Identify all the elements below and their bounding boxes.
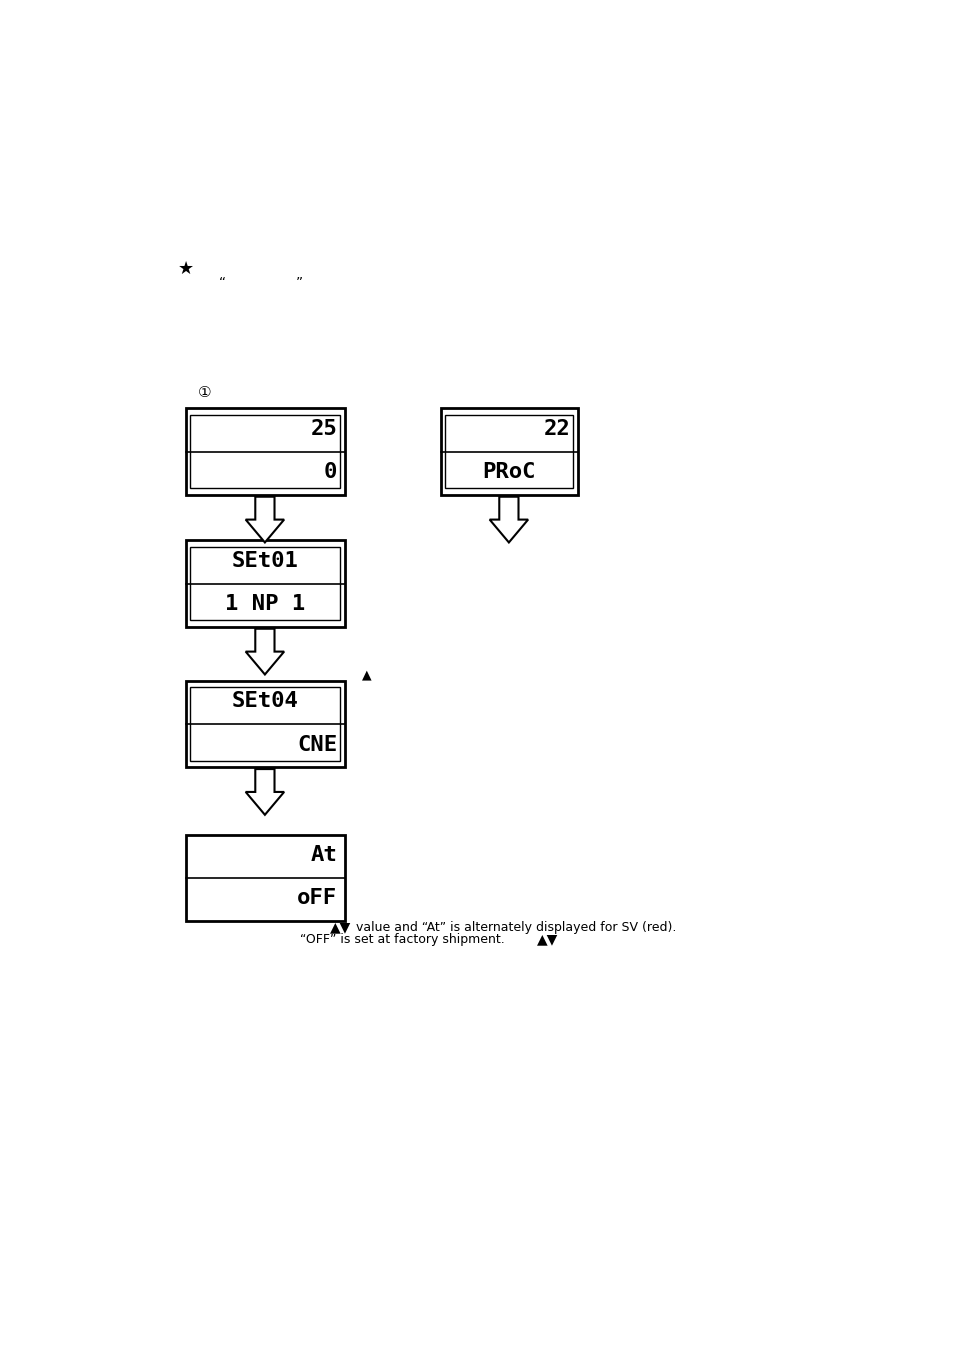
Text: ▲▼: ▲▼ (330, 921, 351, 934)
FancyBboxPatch shape (186, 408, 344, 494)
Text: oFF: oFF (297, 888, 337, 909)
Polygon shape (489, 497, 528, 543)
Text: CNE: CNE (297, 734, 337, 755)
Text: value and “At” is alternately displayed for SV (red).: value and “At” is alternately displayed … (355, 921, 676, 934)
FancyBboxPatch shape (440, 408, 577, 494)
Text: 25: 25 (311, 418, 337, 439)
Text: At: At (311, 845, 337, 865)
Text: SEt04: SEt04 (232, 691, 298, 711)
FancyBboxPatch shape (186, 834, 344, 921)
Polygon shape (246, 497, 284, 543)
Text: “                ”: “ ” (219, 275, 303, 290)
FancyBboxPatch shape (186, 680, 344, 767)
Text: PRoC: PRoC (482, 462, 536, 482)
FancyBboxPatch shape (186, 540, 344, 626)
Text: ▲▼: ▲▼ (537, 933, 558, 946)
Text: SEt01: SEt01 (232, 551, 298, 571)
Polygon shape (246, 769, 284, 815)
Text: ★: ★ (177, 261, 193, 278)
Text: 0: 0 (324, 462, 337, 482)
Text: ▲: ▲ (362, 668, 372, 680)
Text: “OFF” is set at factory shipment.: “OFF” is set at factory shipment. (300, 933, 504, 946)
Text: ①: ① (197, 385, 211, 400)
Polygon shape (246, 629, 284, 675)
Text: 22: 22 (543, 418, 570, 439)
Text: 1 NP 1: 1 NP 1 (225, 594, 305, 614)
